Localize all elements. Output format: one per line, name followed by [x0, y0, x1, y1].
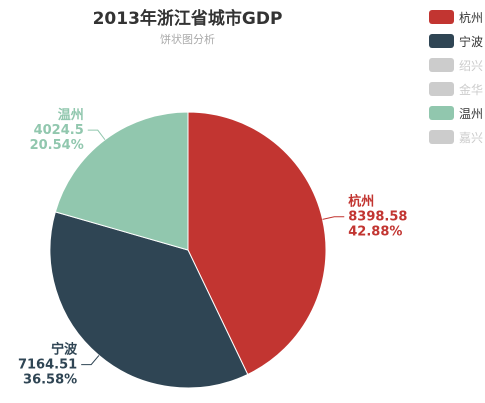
legend-label: 温州	[459, 106, 484, 121]
legend-item[interactable]: 温州	[429, 101, 485, 125]
legend-swatch	[429, 106, 454, 120]
legend-swatch	[429, 58, 454, 72]
pie-slice[interactable]	[54, 111, 189, 251]
slice-value-label: 8398.58	[348, 210, 407, 225]
legend-swatch	[429, 34, 454, 48]
legend-item[interactable]: 宁波	[429, 29, 485, 53]
slice-label: 杭州 8398.58 42.88%	[348, 194, 407, 240]
slice-percent-label: 42.88%	[348, 225, 402, 240]
slice-percent-label: 20.54%	[30, 138, 84, 153]
chart-subtitle: 饼状图分析	[160, 33, 215, 46]
legend-label: 金华	[459, 82, 484, 97]
slice-value-label: 7164.51	[18, 358, 77, 373]
legend-label: 绍兴	[459, 58, 484, 73]
legend-item[interactable]: 嘉兴	[429, 125, 485, 149]
slice-label: 温州 4024.5 20.54%	[30, 108, 84, 153]
legend-label: 嘉兴	[459, 130, 484, 145]
label-leader-line	[87, 129, 106, 141]
slice-name-label: 温州	[58, 108, 84, 123]
legend-item[interactable]: 绍兴	[429, 53, 485, 77]
legend-swatch	[429, 10, 454, 24]
legend-label: 杭州	[459, 10, 484, 25]
slice-percent-label: 36.58%	[23, 373, 77, 388]
label-leader-line	[81, 355, 100, 366]
slice-name-label: 杭州	[348, 194, 374, 210]
slice-value-label: 4024.5	[34, 123, 84, 138]
chart-title: 2013年浙江省城市GDP	[92, 9, 283, 29]
legend-swatch	[429, 82, 454, 96]
legend-label: 宁波	[459, 34, 484, 49]
pie-slice[interactable]	[49, 211, 249, 389]
slice-label: 宁波 7164.51 36.58%	[18, 342, 78, 388]
legend: 杭州宁波绍兴金华温州嘉兴	[429, 5, 485, 149]
slice-name-label: 宁波	[51, 342, 78, 358]
legend-swatch	[429, 130, 454, 144]
legend-item[interactable]: 金华	[429, 77, 485, 101]
legend-item[interactable]: 杭州	[429, 5, 485, 29]
label-leader-line	[322, 216, 345, 220]
